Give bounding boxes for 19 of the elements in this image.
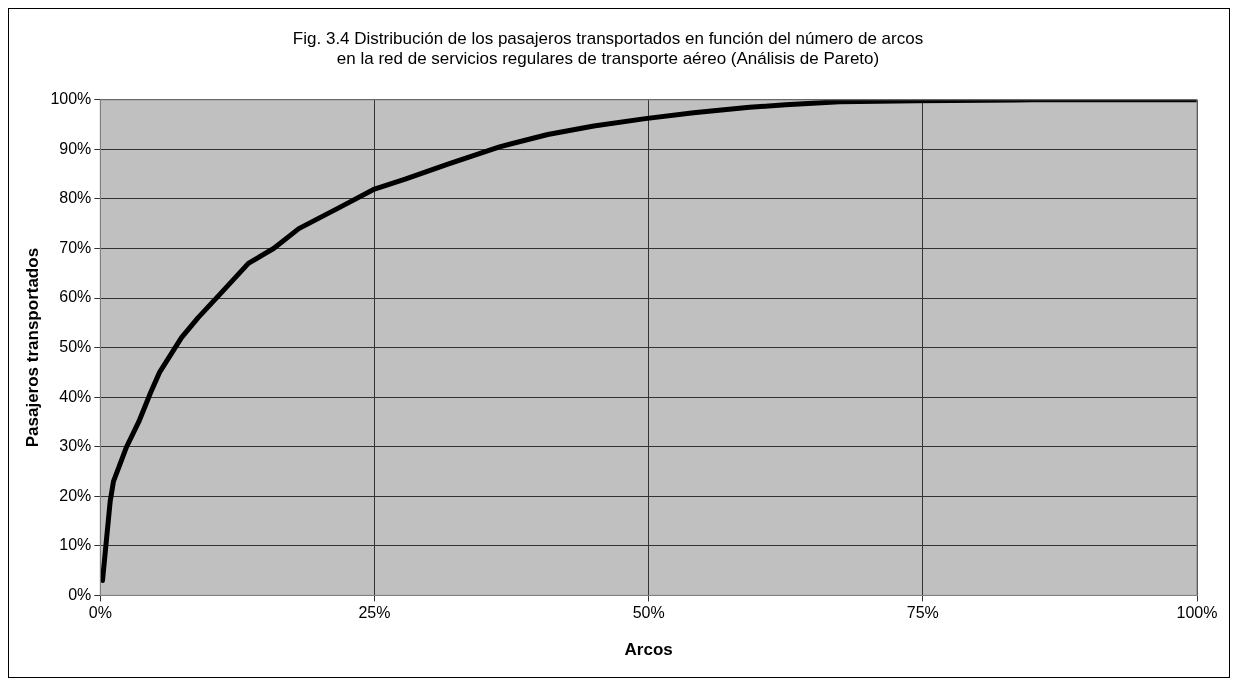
y-tick-label: 20% [59,486,92,504]
chart-title: Fig. 3.4 Distribución de los pasajeros transportados en función del número de arcos en la red de servicios regulares de transporte aéreo (Análisis de Pareto) [292,28,924,69]
x-tick-label: 100% [1176,604,1218,622]
y-tick-label: 40% [59,387,92,405]
x-axis-title: Arcos [624,640,673,660]
x-tick-label: 75% [906,604,939,622]
x-tick-label: 25% [358,604,391,622]
y-tick-label: 80% [59,189,92,207]
y-tick-label: 0% [68,585,92,603]
y-tick-label: 90% [59,139,92,157]
y-tick-label: 60% [59,288,92,306]
y-tick-label: 10% [59,536,92,554]
x-tick-label: 0% [88,604,112,622]
y-tick-label: 100% [50,90,92,108]
x-tick-label: 50% [632,604,665,622]
y-tick-label: 50% [59,338,92,356]
y-axis-title: Pasajeros transportados [22,247,42,448]
y-tick-label: 30% [59,437,92,455]
y-tick-label: 70% [59,238,92,256]
